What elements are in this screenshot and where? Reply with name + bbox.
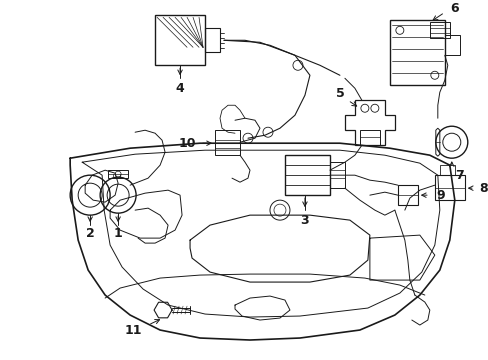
Text: 8: 8 (478, 182, 487, 195)
Text: 11: 11 (124, 324, 142, 337)
Text: 4: 4 (175, 82, 184, 95)
Text: 9: 9 (436, 189, 445, 202)
Text: 3: 3 (300, 213, 308, 227)
Text: 2: 2 (85, 226, 94, 240)
Text: 6: 6 (449, 2, 458, 15)
Text: 5: 5 (335, 87, 344, 100)
Text: 10: 10 (178, 137, 195, 150)
Text: 7: 7 (454, 169, 463, 182)
Text: 1: 1 (114, 226, 122, 240)
